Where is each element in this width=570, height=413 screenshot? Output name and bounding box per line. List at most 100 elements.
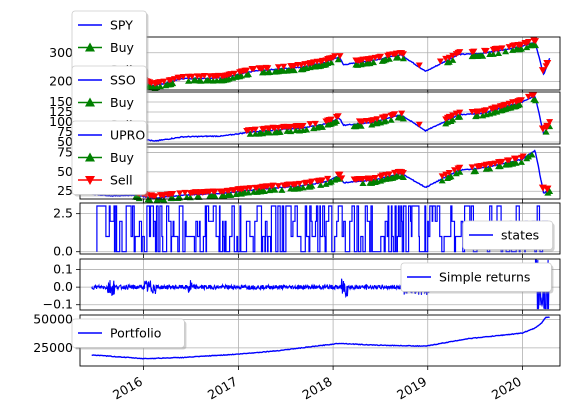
buy-marker xyxy=(303,126,311,133)
buy-marker xyxy=(456,168,464,175)
sell-marker xyxy=(482,47,490,54)
sell-marker xyxy=(338,175,346,182)
sell-marker xyxy=(445,169,453,176)
legend-label: Simple returns xyxy=(439,270,530,285)
y-tick-label: 2.5 xyxy=(53,206,73,221)
sell-marker xyxy=(246,185,254,192)
y-tick-label: 150 xyxy=(49,94,73,109)
sell-marker xyxy=(373,116,381,123)
buy-marker xyxy=(327,178,335,185)
legend-box xyxy=(462,220,553,250)
sell-marker xyxy=(399,169,407,176)
sell-marker xyxy=(334,113,342,120)
y-tick-label: 0.1 xyxy=(53,262,73,277)
sell-marker xyxy=(200,72,208,79)
buy-marker xyxy=(542,128,550,135)
buy-marker xyxy=(456,113,464,120)
buy-marker xyxy=(169,195,177,202)
sell-marker xyxy=(176,190,184,197)
buy-marker xyxy=(479,52,487,59)
y-tick-label: 25 xyxy=(57,183,73,198)
legend-label: states xyxy=(501,228,539,243)
sell-marker xyxy=(470,48,478,55)
sell-marker xyxy=(512,155,520,162)
sell-marker xyxy=(280,63,288,70)
buy-marker xyxy=(495,50,503,57)
legend: Portfolio xyxy=(71,318,187,350)
x-tick-label: 2017 xyxy=(205,374,240,403)
sell-marker xyxy=(324,175,332,182)
sell-marker xyxy=(306,121,314,128)
buy-marker xyxy=(266,68,274,75)
buy-marker xyxy=(308,182,316,189)
buy-marker xyxy=(399,173,407,180)
buy-marker xyxy=(399,115,407,122)
sell-marker xyxy=(538,67,547,75)
legend-label: Buy xyxy=(110,95,134,110)
buy-marker xyxy=(333,118,341,125)
sell-marker xyxy=(382,113,390,120)
buy-marker xyxy=(334,56,342,63)
sell-marker xyxy=(543,185,552,193)
buy-marker xyxy=(266,129,274,136)
price-line xyxy=(91,95,551,142)
buy-marker xyxy=(317,181,325,188)
buy-marker xyxy=(385,55,393,62)
sell-marker xyxy=(399,51,407,58)
sell-marker xyxy=(269,182,277,189)
sell-marker xyxy=(546,119,554,126)
x-tick-label: 2018 xyxy=(300,374,335,403)
y-tick-label: 100 xyxy=(49,114,73,129)
sell-marker xyxy=(331,53,339,60)
sell-marker xyxy=(296,180,304,187)
sell-marker xyxy=(251,126,259,133)
buy-marker xyxy=(512,159,520,166)
sell-marker xyxy=(498,158,506,165)
legend-label: SPY xyxy=(110,18,133,33)
sell-marker xyxy=(538,125,547,133)
buy-marker xyxy=(227,191,235,198)
y-tick-label: 25000 xyxy=(33,340,73,355)
sell-marker xyxy=(491,160,499,167)
buy-marker xyxy=(160,196,168,203)
legend-buy-marker xyxy=(85,97,95,107)
y-tick-label: 200 xyxy=(49,73,73,88)
buy-marker xyxy=(496,163,504,170)
buy-marker xyxy=(449,116,457,123)
sell-marker xyxy=(415,121,423,128)
sell-marker xyxy=(436,58,444,65)
sell-marker xyxy=(517,41,525,48)
legend-buy-marker xyxy=(85,152,95,162)
buy-marker xyxy=(447,173,455,180)
legend: Simple returns xyxy=(400,262,554,294)
buy-marker xyxy=(237,72,245,79)
sell-marker xyxy=(517,97,525,104)
buy-marker xyxy=(318,123,326,130)
sell-marker xyxy=(415,62,423,69)
buy-marker xyxy=(260,188,268,195)
buy-marker xyxy=(399,55,407,62)
buy-marker xyxy=(195,193,203,200)
sell-marker xyxy=(308,178,316,185)
sell-marker xyxy=(311,120,319,127)
legend-label: UPRO xyxy=(110,128,145,143)
panel-3: 25 50 75 xyxy=(57,144,561,203)
sell-marker xyxy=(264,65,272,72)
buy-marker xyxy=(244,189,252,196)
sell-marker xyxy=(179,73,187,80)
buy-marker xyxy=(246,130,254,137)
sell-marker xyxy=(442,171,450,178)
y-tick-label: 50 xyxy=(57,134,73,149)
sell-marker xyxy=(468,164,476,171)
y-tick-label: −0.1 xyxy=(43,297,73,312)
y-tick-label: 0.0 xyxy=(53,279,73,294)
axes-frame xyxy=(79,91,561,145)
legend: states xyxy=(462,220,555,252)
buy-marker xyxy=(472,167,480,174)
sell-marker xyxy=(498,45,506,52)
buy-marker xyxy=(438,177,446,184)
axes-frame xyxy=(79,202,561,255)
sell-marker xyxy=(250,65,258,72)
